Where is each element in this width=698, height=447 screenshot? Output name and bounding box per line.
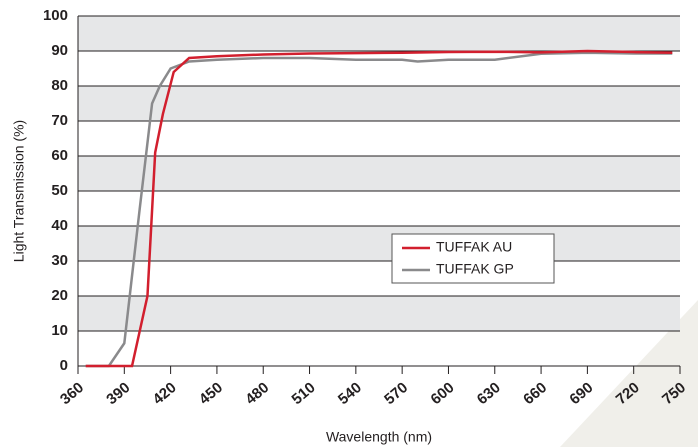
y-tick-label: 100 — [43, 7, 68, 24]
y-tick-label: 80 — [51, 77, 68, 94]
y-tick-label: 20 — [51, 287, 68, 304]
grid-band — [78, 296, 680, 331]
corner-shade — [560, 300, 698, 447]
y-tick-label: 30 — [51, 252, 68, 269]
x-tick-label: 510 — [289, 379, 319, 408]
x-tick-label: 630 — [474, 379, 504, 408]
y-tick-label: 40 — [51, 217, 68, 234]
x-axis-label: Wavelength (nm) — [326, 429, 432, 445]
x-tick-label: 360 — [57, 379, 87, 408]
y-tick-label: 60 — [51, 147, 68, 164]
y-tick-label: 50 — [51, 182, 68, 199]
y-tick-label: 70 — [51, 112, 68, 129]
grid-band — [78, 156, 680, 191]
x-tick-label: 570 — [381, 379, 411, 408]
x-tick-label: 540 — [335, 379, 365, 408]
y-axis-label: Light Transmission (%) — [11, 120, 27, 262]
y-tick-label: 10 — [51, 322, 68, 339]
grid-band — [78, 16, 680, 51]
x-tick-label: 450 — [196, 379, 226, 408]
x-tick-label: 420 — [150, 379, 180, 408]
legend-label: TUFFAK AU — [436, 239, 512, 255]
y-tick-label: 90 — [51, 42, 68, 59]
x-tick-label: 690 — [566, 379, 596, 408]
legend-label: TUFFAK GP — [436, 261, 514, 277]
grid-band — [78, 86, 680, 121]
x-tick-label: 660 — [520, 379, 550, 408]
x-tick-label: 390 — [103, 379, 133, 408]
x-tick-label: 600 — [427, 379, 457, 408]
y-tick-label: 0 — [60, 357, 68, 374]
grid-band — [78, 226, 680, 261]
x-tick-label: 480 — [242, 379, 272, 408]
series-line — [85, 51, 673, 368]
legend-box — [391, 233, 555, 284]
series-line — [85, 49, 673, 368]
